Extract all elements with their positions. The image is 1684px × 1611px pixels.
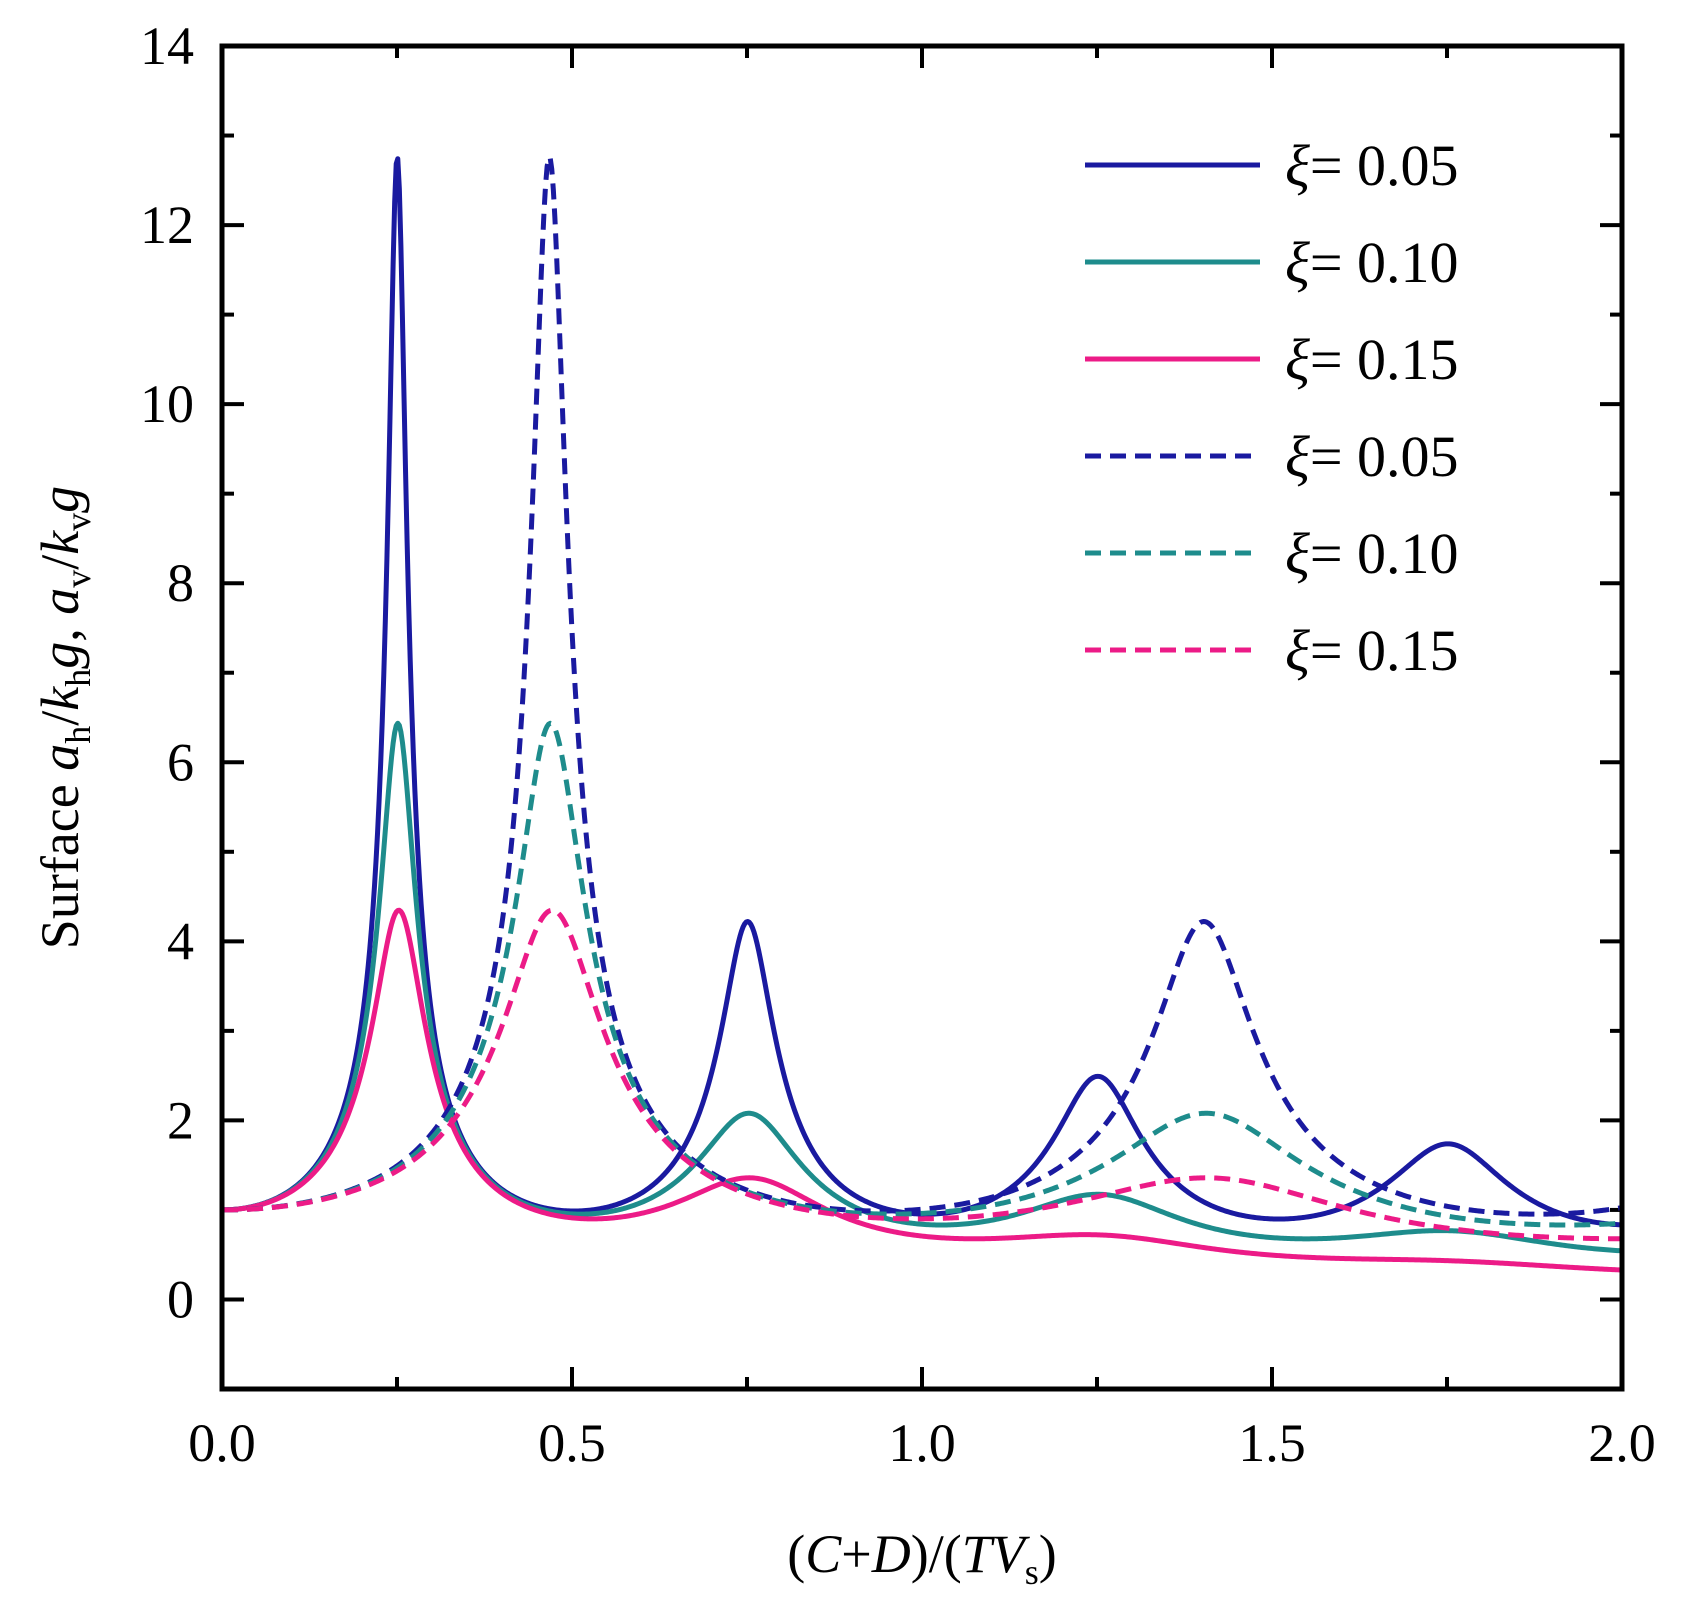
series-line-horizontal-0_15 <box>221 907 1623 1273</box>
legend: ξ= 0.05ξ= 0.10ξ= 0.15ξ= 0.05ξ= 0.10ξ= 0.… <box>1085 133 1459 683</box>
legend-label: ξ= 0.05 <box>1285 133 1459 198</box>
y-tick-label: 12 <box>140 195 194 255</box>
series-line-horizontal-0_1 <box>221 720 1623 1254</box>
legend-symbol: ξ <box>1285 133 1310 198</box>
x-tick-label: 0.0 <box>188 1413 256 1473</box>
y-tick-label: 4 <box>167 911 194 971</box>
y-tick-label: 8 <box>167 553 194 613</box>
series-lines <box>221 154 1623 1273</box>
legend-value: = 0.10 <box>1310 521 1459 586</box>
legend-symbol: ξ <box>1285 521 1310 586</box>
legend-value: = 0.10 <box>1310 230 1459 295</box>
y-tick-label: 6 <box>167 732 194 792</box>
tick-labels: 0.0 0.5 1.0 1.5 2.0 0 2 4 6 8 10 12 14 <box>140 16 1656 1473</box>
legend-value: = 0.15 <box>1310 618 1459 683</box>
legend-label: ξ= 0.15 <box>1285 327 1459 392</box>
y-tick-label: 10 <box>140 374 194 434</box>
legend-symbol: ξ <box>1285 230 1310 295</box>
legend-symbol: ξ <box>1285 618 1310 683</box>
legend-symbol: ξ <box>1285 327 1310 392</box>
series-line-vertical-0_15 <box>221 907 1623 1242</box>
legend-value: = 0.15 <box>1310 327 1459 392</box>
legend-symbol: ξ <box>1285 424 1310 489</box>
y-tick-label: 2 <box>167 1090 194 1150</box>
y-axis-title: Surface ah/khg, av/kvg <box>30 486 98 949</box>
x-tick-label: 0.5 <box>538 1413 606 1473</box>
legend-label: ξ= 0.15 <box>1285 618 1459 683</box>
y-tick-label: 0 <box>167 1269 194 1329</box>
legend-value: = 0.05 <box>1310 424 1459 489</box>
x-axis-title: (C+D)/(TVs) <box>787 1524 1057 1592</box>
legend-value: = 0.05 <box>1310 133 1459 198</box>
series-line-vertical-0_1 <box>221 720 1623 1228</box>
legend-label: ξ= 0.10 <box>1285 521 1459 586</box>
x-tick-label: 1.0 <box>888 1413 956 1473</box>
x-tick-label: 1.5 <box>1238 1413 1306 1473</box>
y-tick-label: 14 <box>140 16 194 76</box>
x-tick-label: 2.0 <box>1588 1413 1656 1473</box>
plot-frame <box>219 43 1625 1392</box>
legend-label: ξ= 0.10 <box>1285 230 1459 295</box>
legend-label: ξ= 0.05 <box>1285 424 1459 489</box>
